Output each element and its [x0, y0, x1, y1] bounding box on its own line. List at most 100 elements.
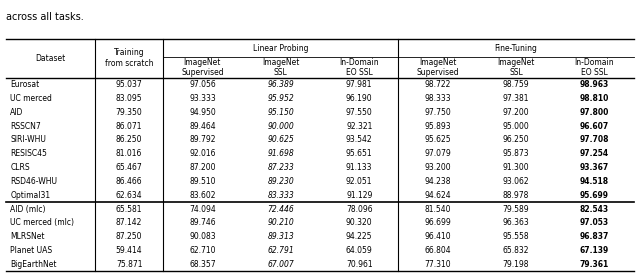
Text: 90.320: 90.320	[346, 219, 372, 227]
Text: 96.410: 96.410	[424, 232, 451, 241]
Text: 95.873: 95.873	[502, 149, 529, 158]
Text: 90.000: 90.000	[268, 122, 294, 130]
Text: 79.350: 79.350	[116, 108, 143, 117]
Text: 95.952: 95.952	[268, 94, 294, 103]
Text: 68.357: 68.357	[189, 260, 216, 269]
Text: 64.059: 64.059	[346, 246, 372, 255]
Text: 97.981: 97.981	[346, 80, 372, 89]
Text: 92.016: 92.016	[189, 149, 216, 158]
Text: 98.333: 98.333	[424, 94, 451, 103]
Text: 79.198: 79.198	[503, 260, 529, 269]
Text: 88.978: 88.978	[503, 191, 529, 200]
Text: 93.062: 93.062	[502, 177, 529, 186]
Text: Dataset: Dataset	[36, 54, 66, 63]
Text: In-Domain
EO SSL: In-Domain EO SSL	[339, 58, 379, 77]
Text: 62.710: 62.710	[189, 246, 216, 255]
Text: 67.007: 67.007	[268, 260, 294, 269]
Text: 65.581: 65.581	[116, 205, 142, 214]
Text: AID: AID	[10, 108, 24, 117]
Text: across all tasks.: across all tasks.	[6, 12, 84, 22]
Text: 91.300: 91.300	[502, 163, 529, 172]
Text: 89.313: 89.313	[268, 232, 294, 241]
Text: In-Domain
EO SSL: In-Domain EO SSL	[575, 58, 614, 77]
Text: 65.832: 65.832	[503, 246, 529, 255]
Text: 97.254: 97.254	[580, 149, 609, 158]
Text: 89.746: 89.746	[189, 219, 216, 227]
Text: 96.837: 96.837	[580, 232, 609, 241]
Text: 95.625: 95.625	[424, 135, 451, 144]
Text: 91.698: 91.698	[268, 149, 294, 158]
Text: 96.607: 96.607	[580, 122, 609, 130]
Text: 98.722: 98.722	[424, 80, 451, 89]
Text: 74.094: 74.094	[189, 205, 216, 214]
Text: Optimal31: Optimal31	[10, 191, 51, 200]
Text: Planet UAS: Planet UAS	[10, 246, 52, 255]
Text: ImageNet
SSL: ImageNet SSL	[497, 58, 534, 77]
Text: 59.414: 59.414	[116, 246, 143, 255]
Text: RESISC45: RESISC45	[10, 149, 47, 158]
Text: 94.225: 94.225	[346, 232, 372, 241]
Text: 89.510: 89.510	[189, 177, 216, 186]
Text: 72.446: 72.446	[268, 205, 294, 214]
Text: RSD46-WHU: RSD46-WHU	[10, 177, 57, 186]
Text: AID (mlc): AID (mlc)	[10, 205, 45, 214]
Text: 97.056: 97.056	[189, 80, 216, 89]
Text: 81.016: 81.016	[116, 149, 142, 158]
Text: MLRSNet: MLRSNet	[10, 232, 45, 241]
Text: 96.389: 96.389	[268, 80, 294, 89]
Text: SIRI-WHU: SIRI-WHU	[10, 135, 46, 144]
Text: 86.466: 86.466	[116, 177, 143, 186]
Text: 97.550: 97.550	[346, 108, 372, 117]
Text: 95.558: 95.558	[502, 232, 529, 241]
Text: 78.096: 78.096	[346, 205, 372, 214]
Text: UC merced (mlc): UC merced (mlc)	[10, 219, 74, 227]
Text: 81.540: 81.540	[424, 205, 451, 214]
Text: 90.210: 90.210	[268, 219, 294, 227]
Text: 98.759: 98.759	[502, 80, 529, 89]
Text: 94.950: 94.950	[189, 108, 216, 117]
Text: RSSCN7: RSSCN7	[10, 122, 41, 130]
Text: 97.381: 97.381	[503, 94, 529, 103]
Text: 67.139: 67.139	[580, 246, 609, 255]
Text: 92.321: 92.321	[346, 122, 372, 130]
Text: 79.361: 79.361	[580, 260, 609, 269]
Text: 95.699: 95.699	[580, 191, 609, 200]
Text: 94.518: 94.518	[580, 177, 609, 186]
Text: 96.250: 96.250	[502, 135, 529, 144]
Text: 95.893: 95.893	[424, 122, 451, 130]
Text: 97.750: 97.750	[424, 108, 451, 117]
Text: 83.095: 83.095	[116, 94, 143, 103]
Text: 79.589: 79.589	[502, 205, 529, 214]
Text: 97.200: 97.200	[502, 108, 529, 117]
Text: 83.602: 83.602	[189, 191, 216, 200]
Text: 94.624: 94.624	[424, 191, 451, 200]
Text: 89.230: 89.230	[268, 177, 294, 186]
Text: 93.333: 93.333	[189, 94, 216, 103]
Text: Training
from scratch: Training from scratch	[105, 48, 154, 68]
Text: Fine-Tuning: Fine-Tuning	[495, 43, 538, 53]
Text: ImageNet
Supervised: ImageNet Supervised	[416, 58, 459, 77]
Text: 91.129: 91.129	[346, 191, 372, 200]
Text: 86.071: 86.071	[116, 122, 142, 130]
Text: 62.634: 62.634	[116, 191, 143, 200]
Text: 90.083: 90.083	[189, 232, 216, 241]
Text: 98.810: 98.810	[580, 94, 609, 103]
Text: 97.800: 97.800	[580, 108, 609, 117]
Text: Eurosat: Eurosat	[10, 80, 40, 89]
Text: 86.250: 86.250	[116, 135, 142, 144]
Text: 87.142: 87.142	[116, 219, 142, 227]
Text: 98.963: 98.963	[580, 80, 609, 89]
Text: Linear Probing: Linear Probing	[253, 43, 308, 53]
Text: 87.233: 87.233	[268, 163, 294, 172]
Text: 93.367: 93.367	[580, 163, 609, 172]
Text: 95.000: 95.000	[502, 122, 529, 130]
Text: 95.150: 95.150	[268, 108, 294, 117]
Text: 97.708: 97.708	[580, 135, 609, 144]
Text: 94.238: 94.238	[424, 177, 451, 186]
Text: 95.037: 95.037	[116, 80, 143, 89]
Text: 87.250: 87.250	[116, 232, 142, 241]
Text: 65.467: 65.467	[116, 163, 143, 172]
Text: 70.961: 70.961	[346, 260, 372, 269]
Text: 95.651: 95.651	[346, 149, 372, 158]
Text: 97.079: 97.079	[424, 149, 451, 158]
